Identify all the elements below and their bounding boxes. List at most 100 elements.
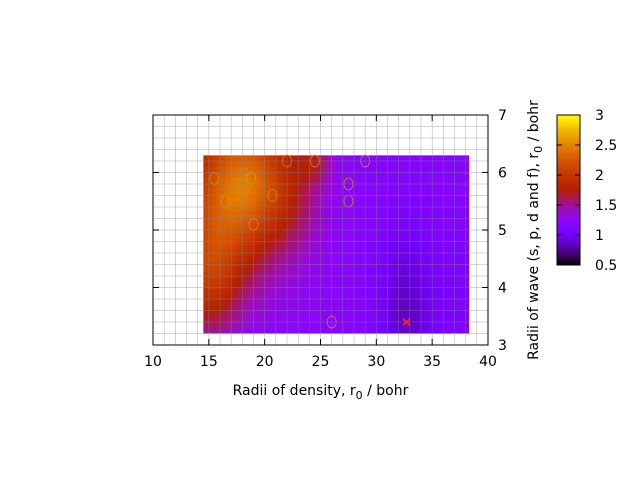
heatmap-cell [344,205,351,212]
heatmap-cell [344,233,351,240]
heatmap-cell [216,244,222,251]
heatmap-cell [305,305,311,312]
heatmap-cell [282,266,289,273]
heatmap-cell [398,188,404,195]
heatmap-cell [398,255,404,262]
heatmap-cell [344,155,351,162]
heatmap-cell [353,300,359,307]
heatmap-cell [460,288,466,296]
heatmap-cell [429,300,435,307]
heatmap-cell [300,288,306,296]
heatmap-cell [331,305,337,312]
heatmap-cell [446,305,452,312]
heatmap-cell [446,227,452,234]
heatmap-cell [278,155,284,162]
heatmap-cell [274,261,280,268]
heatmap-cell [260,244,266,251]
heatmap-cell [451,283,457,290]
heatmap-cell [407,210,413,218]
heatmap-cell [256,327,262,334]
heatmap-cell [300,177,306,184]
heatmap-cell [251,288,257,296]
heatmap-cell [451,244,457,251]
x-axis-label-text: Radii of density, r [233,383,356,399]
heatmap-cell [442,261,448,268]
heatmap-cell [220,188,226,195]
heatmap-cell [353,160,359,167]
heatmap-cell [313,155,320,162]
heatmap-cell [318,277,324,284]
heatmap-cell [207,233,213,240]
heatmap-cell [212,305,218,312]
heatmap-cell [287,261,293,268]
heatmap-cell [313,294,320,301]
heatmap-cell [446,238,452,245]
heatmap-cell [296,205,302,212]
heatmap-cell [464,160,470,167]
heatmap-cell [216,255,222,262]
heatmap-cell [371,205,377,212]
heatmap-cell [460,216,466,223]
heatmap-cell [367,272,373,279]
heatmap-cell [212,183,218,190]
heatmap-cell [402,272,408,279]
heatmap-cell [331,177,337,184]
heatmap-cell [380,266,386,273]
heatmap-cell [238,160,244,167]
x-tick-label: 30 [367,354,385,370]
heatmap-cell [234,222,240,229]
heatmap-cell [331,222,337,229]
heatmap-cell [460,227,466,234]
heatmap-cell [438,294,444,301]
heatmap-cell [274,210,280,218]
heatmap-cell [207,155,213,162]
heatmap-cell [389,255,395,262]
heatmap-cell [371,171,377,179]
heatmap-cell [327,166,333,173]
heatmap-cell [234,283,240,290]
heatmap-cell [238,238,244,245]
heatmap-cell [460,210,466,218]
heatmap-cell [305,216,311,223]
heatmap-cell [398,288,404,296]
heatmap-cell [389,272,395,279]
heatmap-cell [207,194,213,201]
heatmap-cell [460,277,466,284]
heatmap-cell [278,294,284,301]
heatmap-cell [278,171,284,179]
heatmap-cell [358,261,364,268]
heatmap-cell [220,210,226,218]
heatmap-cell [464,316,470,323]
heatmap-cell [234,216,240,223]
heatmap-cell [216,205,222,212]
heatmap-cell [274,300,280,307]
heatmap-cell [260,311,266,318]
heatmap-cell [203,205,209,212]
heatmap-cell [407,261,413,268]
heatmap-cell [415,288,421,296]
heatmap-cell [282,255,289,262]
heatmap-cell [446,283,452,290]
heatmap-cell [455,277,461,284]
heatmap-cell [287,155,293,162]
heatmap-cell [367,327,373,334]
heatmap-cell [455,171,461,179]
heatmap-cell [464,194,470,201]
heatmap-cell [446,166,452,173]
heatmap-cell [367,244,373,251]
heatmap-cell [247,244,253,251]
heatmap-cell [269,283,275,290]
heatmap-cell [313,272,320,279]
heatmap-cell [429,233,435,240]
heatmap-cell [220,294,226,301]
heatmap-cell [407,255,413,262]
heatmap-cell [318,160,324,167]
heatmap-cell [402,244,408,251]
heatmap-cell [256,283,262,290]
heatmap-cell [353,171,359,179]
heatmap-cell [402,188,408,195]
heatmap-cell [451,266,457,273]
heatmap-cell [278,255,284,262]
heatmap-cell [203,316,209,323]
heatmap-cell [407,244,413,251]
